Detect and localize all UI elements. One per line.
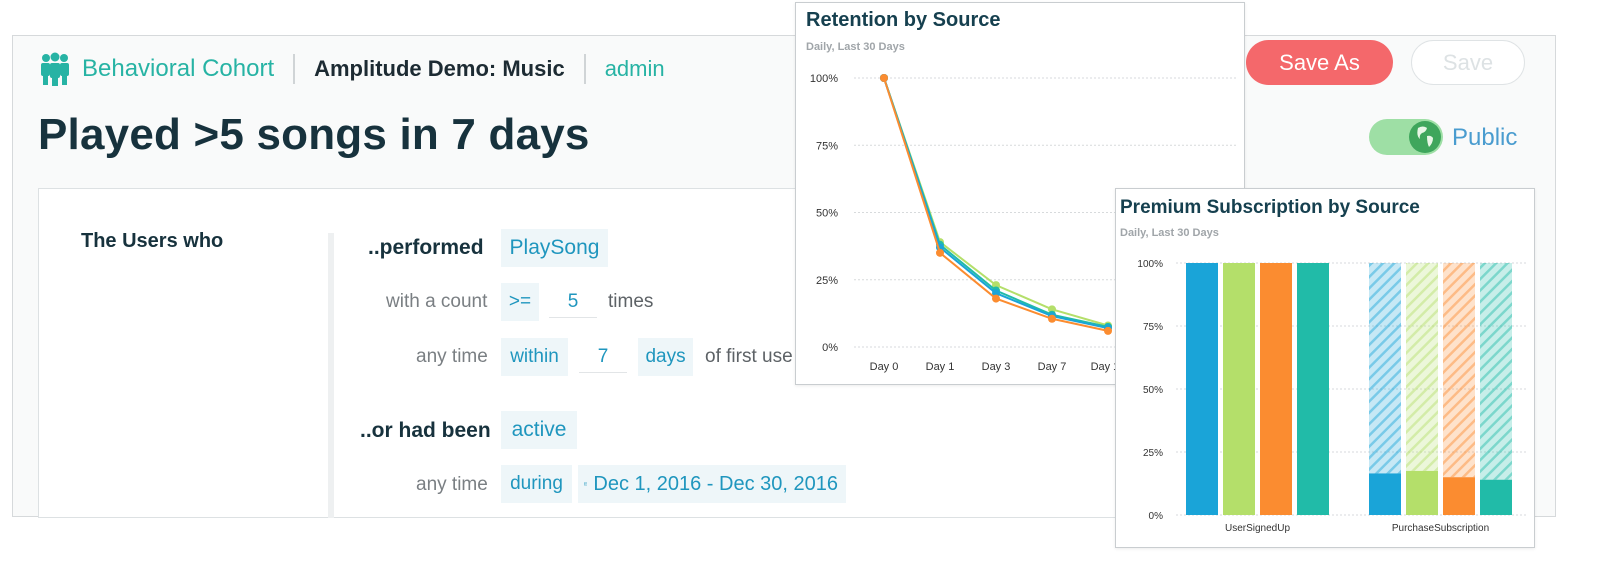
premium-chart-subtitle: Daily, Last 30 Days bbox=[1120, 227, 1219, 239]
data-point bbox=[1048, 314, 1056, 323]
y-tick-label: 75% bbox=[816, 140, 838, 152]
date-range-picker[interactable]: Dec 1, 2016 - Dec 30, 2016 bbox=[578, 465, 846, 503]
public-toggle[interactable] bbox=[1369, 119, 1443, 155]
calendar-icon bbox=[584, 482, 588, 486]
count-label: with a count bbox=[386, 291, 488, 312]
days-unit-selector[interactable]: days bbox=[638, 338, 693, 376]
y-tick-label: 25% bbox=[816, 275, 838, 287]
operator-selector[interactable]: >= bbox=[501, 283, 539, 321]
divider bbox=[583, 54, 586, 84]
data-point bbox=[1104, 326, 1112, 335]
bar bbox=[1260, 263, 1292, 515]
bar bbox=[1186, 263, 1218, 515]
bar-remainder bbox=[1443, 263, 1475, 478]
anytime-label: any time bbox=[416, 346, 488, 367]
bar-remainder bbox=[1369, 263, 1401, 474]
x-tick-label: Day 3 bbox=[982, 361, 1011, 373]
y-tick-label: 100% bbox=[810, 73, 838, 85]
data-point bbox=[936, 248, 944, 257]
or-label: ..or had been bbox=[360, 419, 491, 442]
date-range-text: Dec 1, 2016 - Dec 30, 2016 bbox=[593, 472, 838, 495]
premium-bar-chart: 100% 75% 50% 25% 0% UserSignedUp PurchaseSubsc… bbox=[1137, 259, 1526, 534]
bar bbox=[1480, 479, 1512, 515]
bar bbox=[1223, 263, 1255, 515]
y-tick-label: 0% bbox=[822, 342, 838, 354]
y-tick-label: 50% bbox=[816, 208, 838, 220]
premium-chart-card: Premium Subscription by Source Daily, La… bbox=[1115, 188, 1535, 548]
days-input[interactable]: 7 bbox=[579, 342, 627, 373]
retention-chart-title: Retention by Source bbox=[806, 9, 1001, 31]
bar bbox=[1443, 477, 1475, 515]
visibility-label[interactable]: Public bbox=[1452, 124, 1518, 151]
x-tick-label: Day 7 bbox=[1038, 361, 1067, 373]
bar-remainder bbox=[1480, 263, 1512, 480]
project-name[interactable]: Amplitude Demo: Music bbox=[314, 56, 565, 81]
bar bbox=[1406, 470, 1438, 515]
x-tick-label: Day 1 bbox=[926, 361, 955, 373]
y-tick-label: 50% bbox=[1143, 385, 1163, 396]
data-point bbox=[992, 294, 1000, 303]
premium-chart-title: Premium Subscription by Source bbox=[1120, 197, 1420, 218]
count-input[interactable]: 5 bbox=[549, 287, 597, 318]
during-selector[interactable]: during bbox=[501, 465, 572, 503]
x-tick-label: UserSignedUp bbox=[1225, 523, 1290, 534]
y-tick-label: 100% bbox=[1137, 259, 1163, 270]
divider bbox=[293, 54, 296, 84]
data-point bbox=[880, 74, 888, 82]
owner-name[interactable]: admin bbox=[604, 56, 665, 81]
bar-remainder bbox=[1406, 263, 1438, 471]
bar bbox=[1297, 263, 1329, 515]
header-bar: Behavioral Cohort Amplitude Demo: Music … bbox=[40, 50, 665, 88]
y-tick-label: 75% bbox=[1143, 322, 1163, 333]
cohort-title[interactable]: Played >5 songs in 7 days bbox=[38, 110, 590, 159]
retention-line-chart: 100%75%50%25%0%Day 0 Day 1 Day 3 Day 7 Day 1… bbox=[810, 73, 1236, 373]
module-name[interactable]: Behavioral Cohort bbox=[82, 55, 275, 82]
people-icon bbox=[41, 52, 69, 86]
bar bbox=[1369, 473, 1401, 515]
y-tick-label: 25% bbox=[1143, 448, 1163, 459]
state-selector[interactable]: active bbox=[501, 411, 577, 449]
globe-icon bbox=[1409, 121, 1441, 153]
anytime-label-2: any time bbox=[416, 474, 488, 495]
first-use-label: of first use bbox=[705, 346, 793, 367]
y-tick-label: 0% bbox=[1149, 511, 1164, 522]
retention-chart-subtitle: Daily, Last 30 Days bbox=[806, 41, 905, 53]
event-selector[interactable]: PlaySong bbox=[501, 229, 608, 267]
users-who-label: The Users who bbox=[81, 230, 224, 252]
performed-label: ..performed bbox=[368, 236, 484, 259]
definition-divider bbox=[328, 233, 334, 518]
save-button[interactable]: Save bbox=[1411, 40, 1525, 85]
save-as-button[interactable]: Save As bbox=[1246, 40, 1393, 85]
x-tick-label: Day 0 bbox=[870, 361, 899, 373]
within-selector[interactable]: within bbox=[501, 338, 568, 376]
times-label: times bbox=[608, 291, 654, 312]
x-tick-label: PurchaseSubscription bbox=[1392, 523, 1489, 534]
